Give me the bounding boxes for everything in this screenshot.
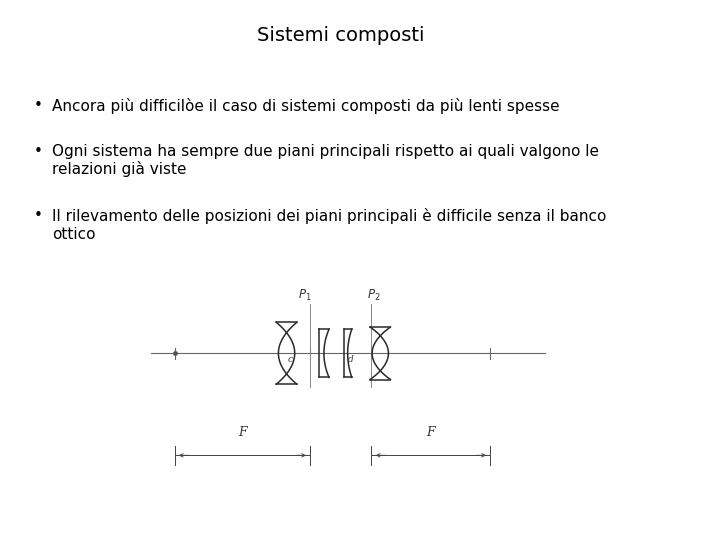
Text: •: • — [34, 98, 43, 113]
Text: •: • — [34, 208, 43, 223]
Text: $P_1$: $P_1$ — [298, 287, 312, 302]
Text: $P_2$: $P_2$ — [367, 287, 381, 302]
Text: Ancora più difficilòe il caso di sistemi composti da più lenti spesse: Ancora più difficilòe il caso di sistemi… — [53, 98, 560, 114]
Text: Sistemi composti: Sistemi composti — [257, 25, 425, 45]
Text: Il rilevamento delle posizioni dei piani principali è difficile senza il banco
o: Il rilevamento delle posizioni dei piani… — [53, 208, 607, 241]
Text: •: • — [34, 144, 43, 159]
Text: F: F — [426, 426, 435, 439]
Text: d: d — [348, 355, 354, 364]
Text: c: c — [287, 355, 292, 364]
Text: Ogni sistema ha sempre due piani principali rispetto ai quali valgono le
relazio: Ogni sistema ha sempre due piani princip… — [53, 144, 599, 177]
Text: F: F — [238, 426, 247, 439]
